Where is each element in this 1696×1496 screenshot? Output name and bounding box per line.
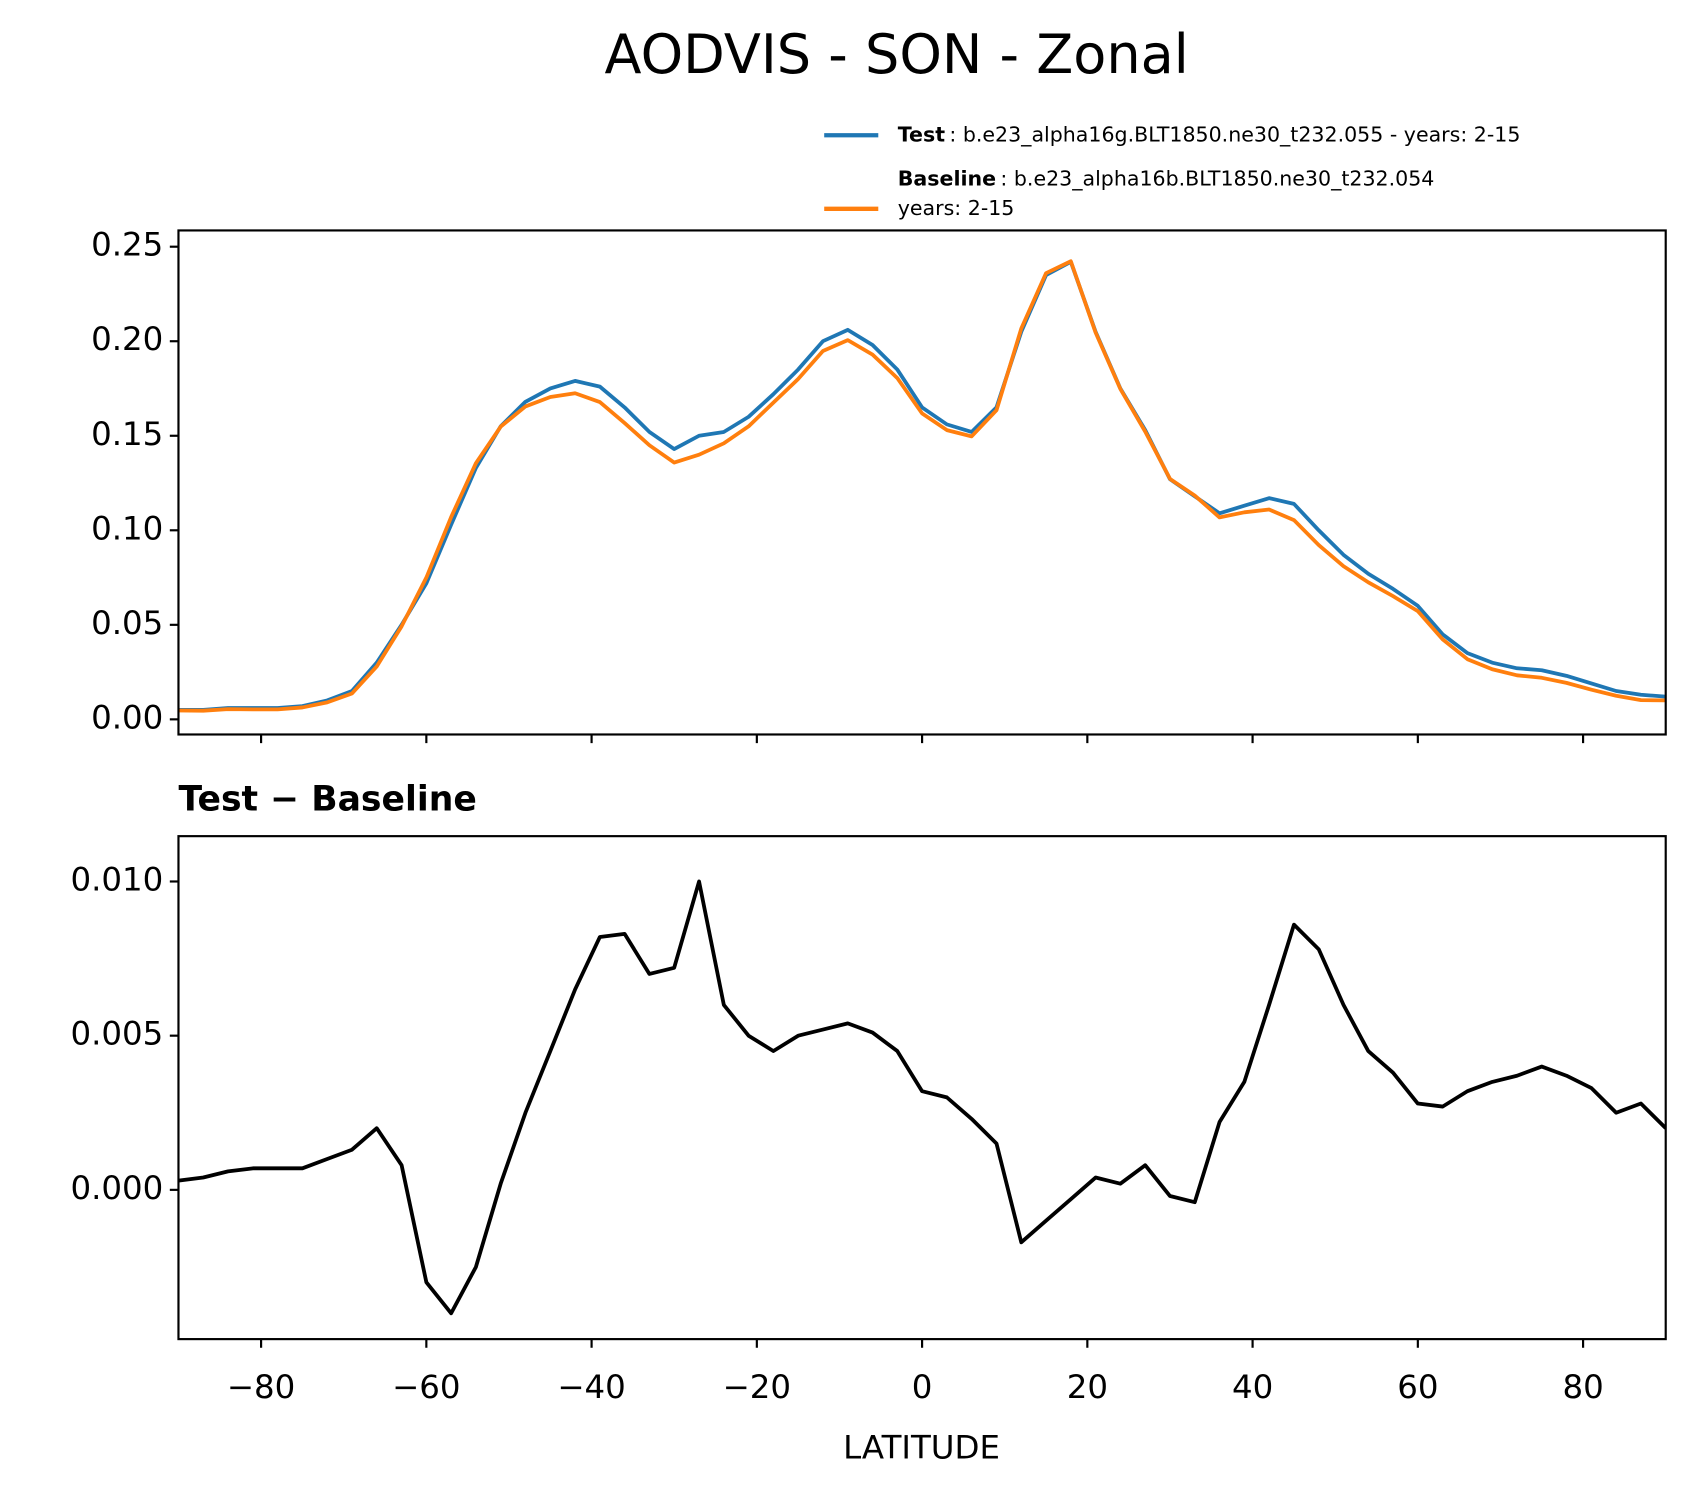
y-tick-label: 0.05 xyxy=(91,604,163,642)
y-tick-label: 0.005 xyxy=(70,1015,163,1053)
legend-label: Test: b.e23_alpha16g.BLT1850.ne30_t232.0… xyxy=(898,122,1521,146)
x-axis-label: LATITUDE xyxy=(843,1428,1000,1466)
x-tick-label: −80 xyxy=(227,1368,295,1406)
axes-frame xyxy=(177,835,1667,1341)
x-tick-label: 20 xyxy=(1067,1368,1108,1406)
y-tick-label: 0.15 xyxy=(91,415,163,453)
data-line xyxy=(178,879,1666,1316)
x-tick-label: 80 xyxy=(1562,1368,1603,1406)
x-tick-label: −20 xyxy=(723,1368,791,1406)
x-tick-label: 0 xyxy=(912,1368,933,1406)
x-tick-label: 40 xyxy=(1232,1368,1273,1406)
y-tick-label: 0.10 xyxy=(91,509,163,547)
y-tick-label: 0.000 xyxy=(70,1169,163,1207)
y-tick-label: 0.25 xyxy=(91,226,163,264)
x-tick-label: −60 xyxy=(392,1368,460,1406)
legend-label: Baseline: b.e23_alpha16b.BLT1850.ne30_t2… xyxy=(898,167,1435,191)
legend-text: : b.e23_alpha16b.BLT1850.ne30_t232.054 xyxy=(1000,167,1434,191)
legend-name: Test xyxy=(898,122,945,146)
data-line xyxy=(178,259,1666,712)
chart-title: AODVIS - SON - Zonal xyxy=(605,23,1189,86)
data-line xyxy=(178,259,1666,713)
y-tick-label: 0.00 xyxy=(91,698,163,736)
legend-text: : b.e23_alpha16g.BLT1850.ne30_t232.055 -… xyxy=(949,122,1520,146)
x-tick-label: 60 xyxy=(1397,1368,1438,1406)
y-tick-label: 0.010 xyxy=(70,860,163,898)
legend-label: years: 2-15 xyxy=(898,196,1015,220)
panel-title: Test − Baseline xyxy=(178,779,476,819)
axes-frame xyxy=(177,229,1667,736)
y-tick-label: 0.20 xyxy=(91,320,163,358)
x-tick-label: −40 xyxy=(557,1368,625,1406)
legend-name: Baseline xyxy=(898,167,996,191)
